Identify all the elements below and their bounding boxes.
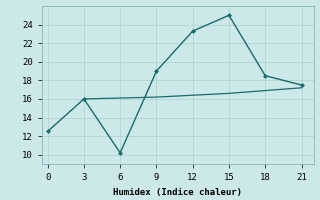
X-axis label: Humidex (Indice chaleur): Humidex (Indice chaleur) bbox=[113, 188, 242, 197]
